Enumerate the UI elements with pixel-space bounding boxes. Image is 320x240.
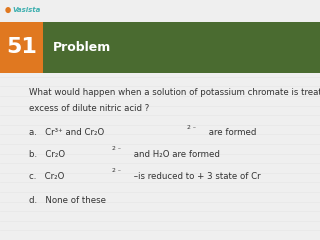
Text: d.   None of these: d. None of these bbox=[29, 196, 106, 204]
Text: 51: 51 bbox=[6, 37, 37, 57]
Text: excess of dilute nitric acid ?: excess of dilute nitric acid ? bbox=[29, 104, 149, 113]
Text: and H₂O are formed: and H₂O are formed bbox=[132, 150, 220, 159]
Text: What would happen when a solution of potassium chromate is treated with an: What would happen when a solution of pot… bbox=[29, 88, 320, 96]
Text: Problem: Problem bbox=[53, 41, 111, 54]
Text: 2 –: 2 – bbox=[187, 125, 196, 130]
Text: c.   Cr₂O: c. Cr₂O bbox=[29, 172, 67, 180]
Text: ⬤: ⬤ bbox=[5, 7, 11, 13]
Bar bbox=[0, 22, 43, 73]
Text: 2 –: 2 – bbox=[112, 146, 121, 151]
Text: 2 –: 2 – bbox=[112, 168, 121, 173]
Bar bbox=[0, 0, 320, 22]
Bar bbox=[43, 22, 320, 73]
Text: b.   Cr₂O: b. Cr₂O bbox=[29, 150, 68, 159]
Text: are formed: are formed bbox=[206, 128, 257, 137]
Text: Vasista: Vasista bbox=[13, 7, 41, 13]
Text: a.   Cr³⁺ and Cr₂O: a. Cr³⁺ and Cr₂O bbox=[29, 128, 107, 137]
Text: –is reduced to + 3 state of Cr: –is reduced to + 3 state of Cr bbox=[132, 172, 261, 180]
